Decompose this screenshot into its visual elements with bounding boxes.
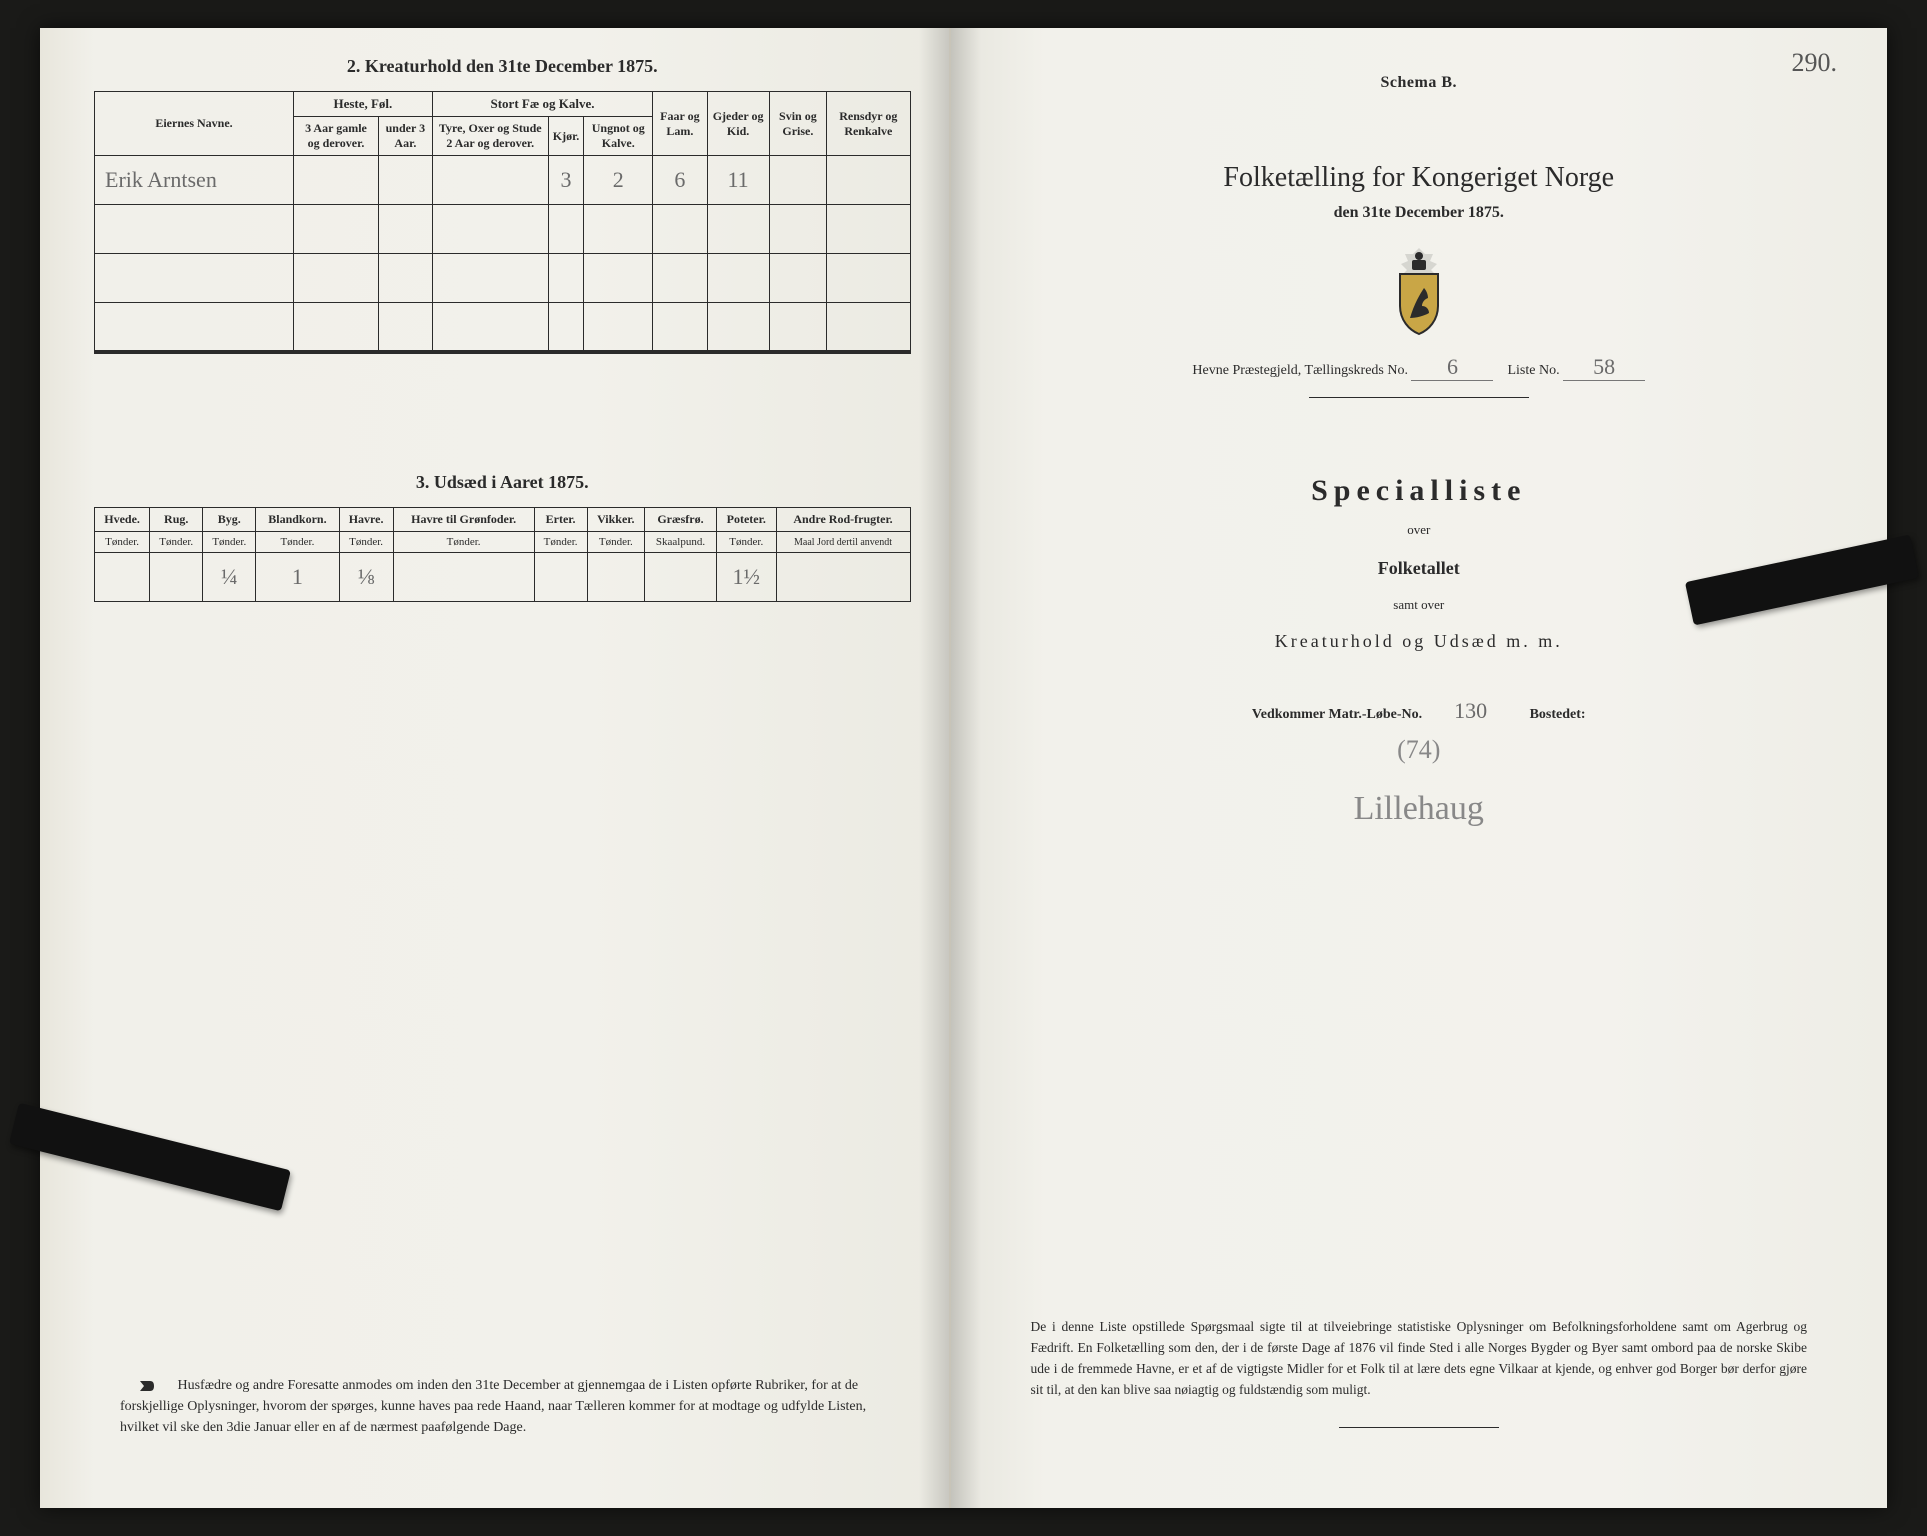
seed-unit: Skaalpund. [645, 532, 717, 553]
seed-unit: Tønder. [203, 532, 256, 553]
seed-col: Hvede. [95, 508, 150, 532]
footer-text: Husfædre og andre Foresatte anmodes om i… [120, 1378, 866, 1435]
table-row [95, 254, 911, 303]
col-goat: Gjeder og Kid. [707, 92, 769, 156]
val-havre: ⅛ [339, 553, 393, 602]
seed-col: Blandkorn. [256, 508, 339, 532]
val-poteter: 1½ [716, 553, 776, 602]
table-row [95, 205, 911, 254]
over-label: over [1011, 522, 1828, 538]
parish-label: Hevne Præstegjeld, Tællingskreds No. [1192, 363, 1408, 378]
handwritten-block: (74) Lillehaug [1011, 730, 1828, 834]
table-row: ¼ 1 ⅛ 1½ [95, 553, 911, 602]
val-ung: 2 [584, 156, 653, 205]
col-grp-cattle: Stort Fæ og Kalve. [432, 92, 653, 117]
seed-col: Rug. [150, 508, 203, 532]
seed-col: Byg. [203, 508, 256, 532]
col-owner: Eiernes Navne. [95, 92, 294, 156]
seed-col: Erter. [534, 508, 587, 532]
livestock-table: Eiernes Navne. Heste, Føl. Stort Fæ og K… [94, 91, 911, 352]
kreds-no: 6 [1411, 354, 1493, 381]
table2-title: 2. Kreaturhold den 31te December 1875. [94, 56, 911, 77]
seed-unit: Tønder. [716, 532, 776, 553]
seed-unit: Tønder. [587, 532, 644, 553]
divider [1339, 1427, 1499, 1428]
col-h1: 3 Aar gamle og derover. [294, 117, 379, 156]
liste-no: 58 [1563, 354, 1645, 381]
table-row [95, 303, 911, 352]
specialliste-heading: Specialliste [1011, 474, 1828, 508]
pointing-hand-icon [120, 1376, 164, 1396]
page-clip-icon [9, 1103, 291, 1211]
left-page: 2. Kreaturhold den 31te December 1875. E… [40, 28, 951, 1508]
kreatur-label: Kreaturhold og Udsæd m. m. [1011, 631, 1828, 652]
vedk-no: 130 [1426, 698, 1516, 724]
seed-unit: Tønder. [95, 532, 150, 553]
owner-name: Erik Arntsen [95, 156, 294, 205]
page-number: 290. [1792, 48, 1838, 78]
seed-table: Hvede. Rug. Byg. Blandkorn. Havre. Havre… [94, 507, 911, 602]
schema-label: Schema B. [1011, 74, 1828, 92]
parish-line: Hevne Præstegjeld, Tællingskreds No. 6 L… [1011, 354, 1828, 381]
seed-unit-row: Tønder. Tønder. Tønder. Tønder. Tønder. … [95, 532, 911, 553]
bosted-label: Bostedet: [1530, 707, 1586, 722]
divider [1309, 397, 1529, 398]
footer-note: Husfædre og andre Foresatte anmodes om i… [120, 1375, 889, 1438]
seed-col: Andre Rod-frugter. [776, 508, 910, 532]
seed-col: Poteter. [716, 508, 776, 532]
val-byg: ¼ [203, 553, 256, 602]
liste-label: Liste No. [1507, 363, 1559, 378]
vedk-label: Vedkommer Matr.-Løbe-No. [1252, 707, 1422, 722]
census-subtitle: den 31te December 1875. [1011, 204, 1828, 222]
col-c3: Ungnot og Kalve. [584, 117, 653, 156]
col-c2: Kjør. [548, 117, 584, 156]
seed-unit: Tønder. [339, 532, 393, 553]
val-faar: 6 [653, 156, 707, 205]
seed-unit: Maal Jord dertil anvendt [776, 532, 910, 553]
seed-col: Havre. [339, 508, 393, 532]
book-spread: 2. Kreaturhold den 31te December 1875. E… [40, 28, 1887, 1508]
coat-of-arms-icon [1384, 246, 1454, 336]
col-pig: Svin og Grise. [769, 92, 826, 156]
seed-unit: Tønder. [150, 532, 203, 553]
census-title: Folketælling for Kongeriget Norge [1011, 162, 1828, 194]
folketallet-label: Folketallet [1011, 558, 1828, 579]
col-rein: Rensdyr og Renkalve [827, 92, 910, 156]
val-gjed: 11 [707, 156, 769, 205]
right-note-text: De i denne Liste opstillede Spørgsmaal s… [1031, 1319, 1808, 1397]
right-page: 290. Schema B. Folketælling for Kongerig… [951, 28, 1888, 1508]
table-row: Erik Arntsen 3 2 6 11 [95, 156, 911, 205]
col-grp-horse: Heste, Føl. [294, 92, 433, 117]
bosted-name: Lillehaug [1011, 783, 1828, 834]
col-c1: Tyre, Oxer og Stude 2 Aar og derover. [432, 117, 548, 156]
vedkommer-line: Vedkommer Matr.-Løbe-No. 130 Bostedet: [1011, 698, 1828, 724]
col-h2: under 3 Aar. [378, 117, 432, 156]
seed-unit: Tønder. [256, 532, 339, 553]
seed-col: Havre til Grønfoder. [393, 508, 534, 532]
table3-title: 3. Udsæd i Aaret 1875. [94, 472, 911, 493]
seed-unit: Tønder. [534, 532, 587, 553]
seed-unit: Tønder. [393, 532, 534, 553]
col-sheep: Faar og Lam. [653, 92, 707, 156]
seed-header-row: Hvede. Rug. Byg. Blandkorn. Havre. Havre… [95, 508, 911, 532]
seed-col: Vikker. [587, 508, 644, 532]
vedk-paren: (74) [1011, 730, 1828, 769]
right-footer-note: De i denne Liste opstillede Spørgsmaal s… [1031, 1317, 1808, 1428]
val-bland: 1 [256, 553, 339, 602]
seed-col: Græsfrø. [645, 508, 717, 532]
val-kjor: 3 [548, 156, 584, 205]
